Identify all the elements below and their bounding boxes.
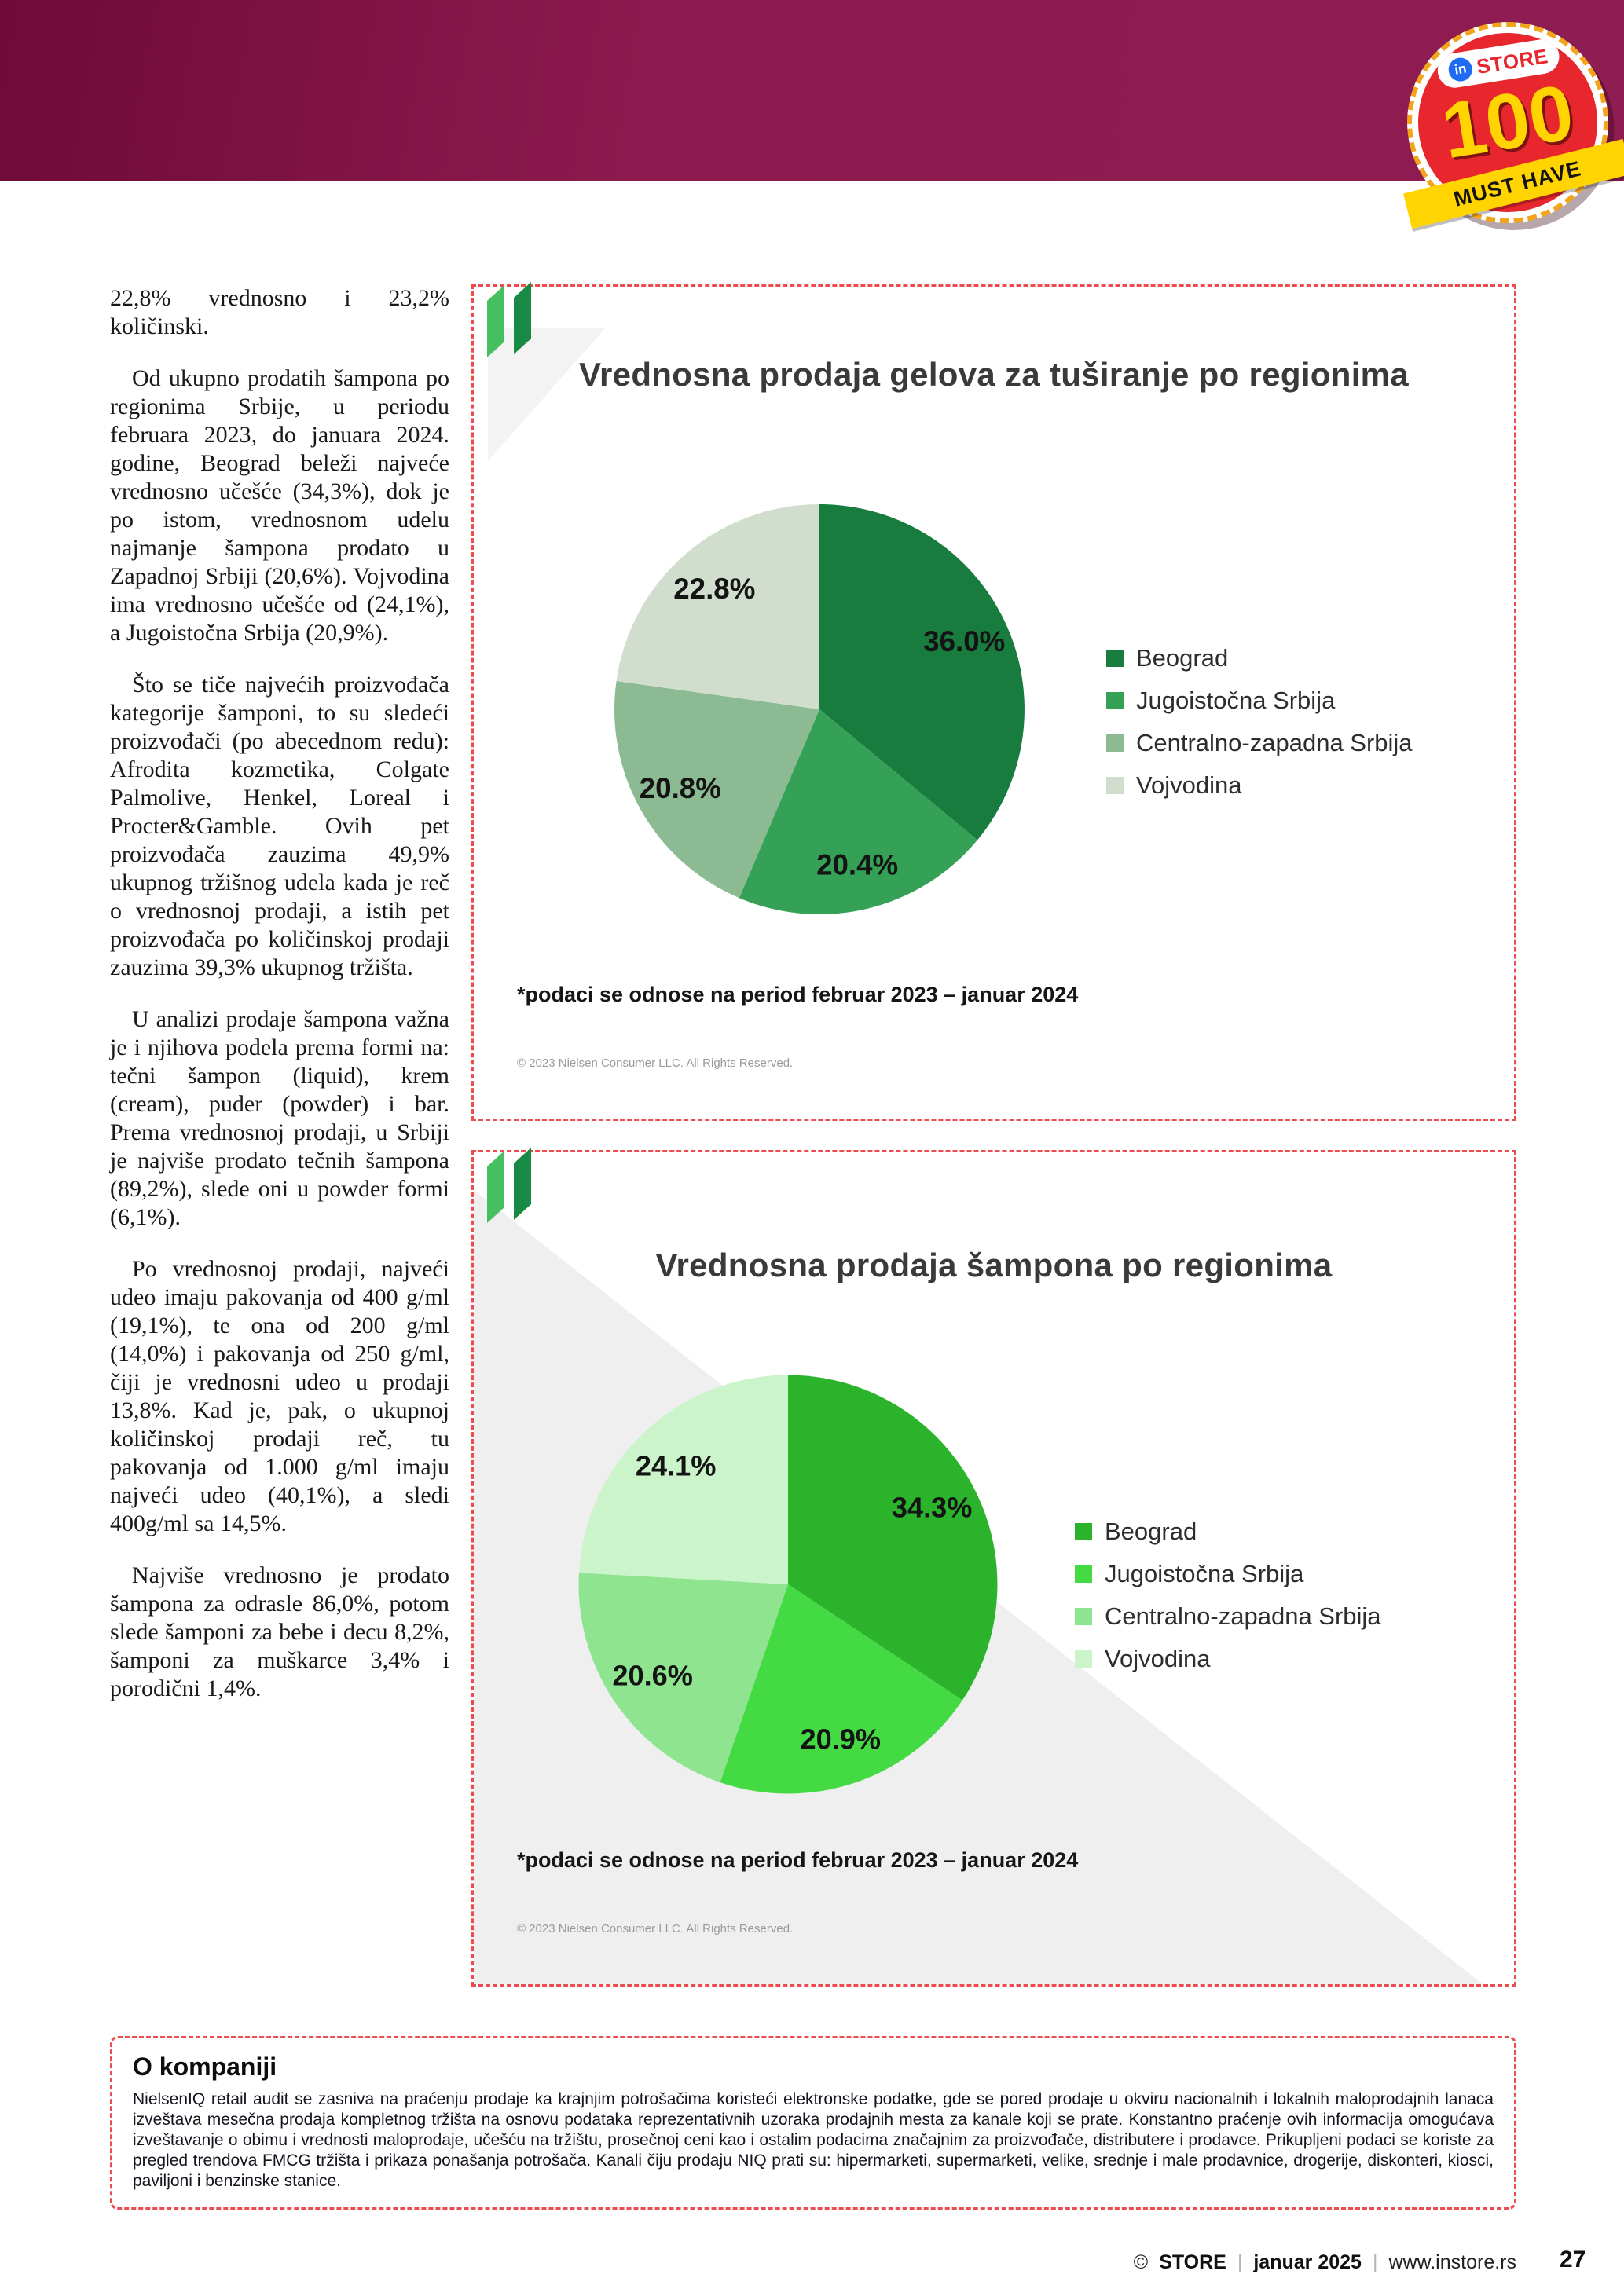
legend-label: Vojvodina <box>1136 771 1242 799</box>
legend-swatch <box>1075 1608 1092 1625</box>
legend-label: Jugoistočna Srbija <box>1136 687 1336 714</box>
article-paragraph: Od ukupno prodatih šampona po regionima … <box>110 365 449 646</box>
chart-legend: Beograd Jugoistočna Srbija Centralno-zap… <box>1075 1518 1381 1673</box>
pie-value-label: 36.0% <box>923 625 1005 657</box>
footer-separator: | <box>1372 2251 1378 2273</box>
pie-chart-shampoos: 34.3% 20.9% 20.6% 24.1% <box>556 1353 1020 1816</box>
pie-chart-gels: 36.0% 20.4% 20.8% 22.8% <box>592 482 1047 937</box>
article-paragraph: 22,8% vrednosno i 23,2% količinski. <box>110 285 449 339</box>
legend-swatch <box>1075 1523 1092 1540</box>
pie-value-label: 20.8% <box>640 772 721 804</box>
legend-item: Jugoistočna Srbija <box>1106 687 1413 715</box>
about-title: O kompaniji <box>133 2052 277 2081</box>
pie-value-label: 24.1% <box>636 1450 717 1482</box>
legend-swatch <box>1106 650 1124 667</box>
about-company-box: O kompaniji NielsenIQ retail audit se za… <box>110 2036 1516 2210</box>
pie-slice-centralno-zapadna-srbija <box>578 1573 788 1783</box>
article-column: 22,8% vrednosno i 23,2% količinski. Od u… <box>110 284 449 1703</box>
article-paragraph: Što se tiče najvećih proizvođača kategor… <box>110 672 449 980</box>
legend-item: Beograd <box>1075 1518 1381 1546</box>
legend-swatch <box>1106 777 1124 794</box>
pie-value-label: 22.8% <box>673 573 755 605</box>
chart-title: Vrednosna prodaja šampona po regionima <box>655 1247 1333 1283</box>
must-have-badge: in STORE 100 MUST HAVE <box>1392 7 1624 238</box>
legend-item: Beograd <box>1106 644 1413 672</box>
chart-footnote: *podaci se odnose na period februar 2023… <box>517 1848 1079 1872</box>
article-paragraph: U analizi prodaje šampona važna je i nji… <box>110 1006 449 1230</box>
nielseniq-logo-icon <box>487 1148 531 1223</box>
pie-value-label: 20.9% <box>801 1723 882 1755</box>
legend-label: Beograd <box>1105 1518 1197 1545</box>
legend-swatch <box>1075 1565 1092 1583</box>
chart-legend: Beograd Jugoistočna Srbija Centralno-zap… <box>1106 644 1413 800</box>
legend-item: Vojvodina <box>1075 1645 1381 1673</box>
pie-slice-centralno-zapadna-srbija <box>614 681 819 899</box>
pie-slice-jugoisto-na-srbija <box>720 1584 962 1794</box>
pie-value-label: 20.4% <box>816 848 898 881</box>
page-number: 27 <box>1560 2247 1586 2272</box>
nielseniq-logo-icon <box>487 282 531 357</box>
legend-item: Jugoistočna Srbija <box>1075 1560 1381 1588</box>
chart-footnote: *podaci se odnose na period februar 2023… <box>517 983 1079 1006</box>
legend-item: Centralno-zapadna Srbija <box>1075 1602 1381 1631</box>
corner-triangle-decoration <box>488 328 606 461</box>
legend-swatch <box>1106 734 1124 752</box>
legend-item: Centralno-zapadna Srbija <box>1106 729 1413 757</box>
header-band <box>0 0 1624 181</box>
pie-slice-vojvodina <box>578 1375 788 1584</box>
legend-label: Jugoistočna Srbija <box>1105 1560 1304 1587</box>
about-body: NielsenIQ retail audit se zasniva na pra… <box>133 2090 1494 2190</box>
legend-label: Vojvodina <box>1105 1645 1211 1672</box>
pie-slice-vojvodina <box>616 504 819 709</box>
legend-label: Centralno-zapadna Srbija <box>1136 729 1413 756</box>
legend-label: Beograd <box>1136 644 1229 672</box>
article-paragraph: Po vrednosnoj prodaji, najveći udeo imaj… <box>110 1256 449 1536</box>
chart-panel-gels: Vrednosna prodaja gelova za tuširanje po… <box>471 282 1516 1121</box>
pie-value-label: 34.3% <box>892 1491 973 1523</box>
chart-panel-shampoos: Vrednosna prodaja šampona po regionima 3… <box>471 1148 1516 1987</box>
legend-item: Vojvodina <box>1106 771 1413 800</box>
legend-label: Centralno-zapadna Srbija <box>1105 1602 1381 1630</box>
pie-value-label: 20.6% <box>612 1660 693 1692</box>
chart-copyright: © 2023 Nielsen Consumer LLC. All Rights … <box>517 1922 794 1935</box>
article-paragraph: Najviše vrednosno je prodato šampona za … <box>110 1562 449 1701</box>
in-logo-icon: in <box>1446 56 1475 83</box>
chart-title: Vrednosna prodaja gelova za tuširanje po… <box>579 356 1409 393</box>
footer-separator: | <box>1237 2251 1243 2273</box>
pie-slice-beograd <box>788 1375 998 1701</box>
footer-issue: januar 2025 <box>1253 2251 1362 2273</box>
footer-site-link[interactable]: www.instore.rs <box>1388 2251 1516 2273</box>
chart-copyright: © 2023 Nielsen Consumer LLC. All Rights … <box>517 1056 794 1070</box>
legend-swatch <box>1075 1650 1092 1668</box>
copyright-icon: © <box>1133 2251 1149 2273</box>
legend-swatch <box>1106 692 1124 709</box>
pie-slice-jugoisto-na-srbija <box>739 709 978 915</box>
page-footer: © STORE | januar 2025 | www.instore.rs <box>110 2251 1516 2274</box>
footer-brand: STORE <box>1159 2251 1226 2273</box>
pie-slice-beograd <box>819 504 1025 840</box>
